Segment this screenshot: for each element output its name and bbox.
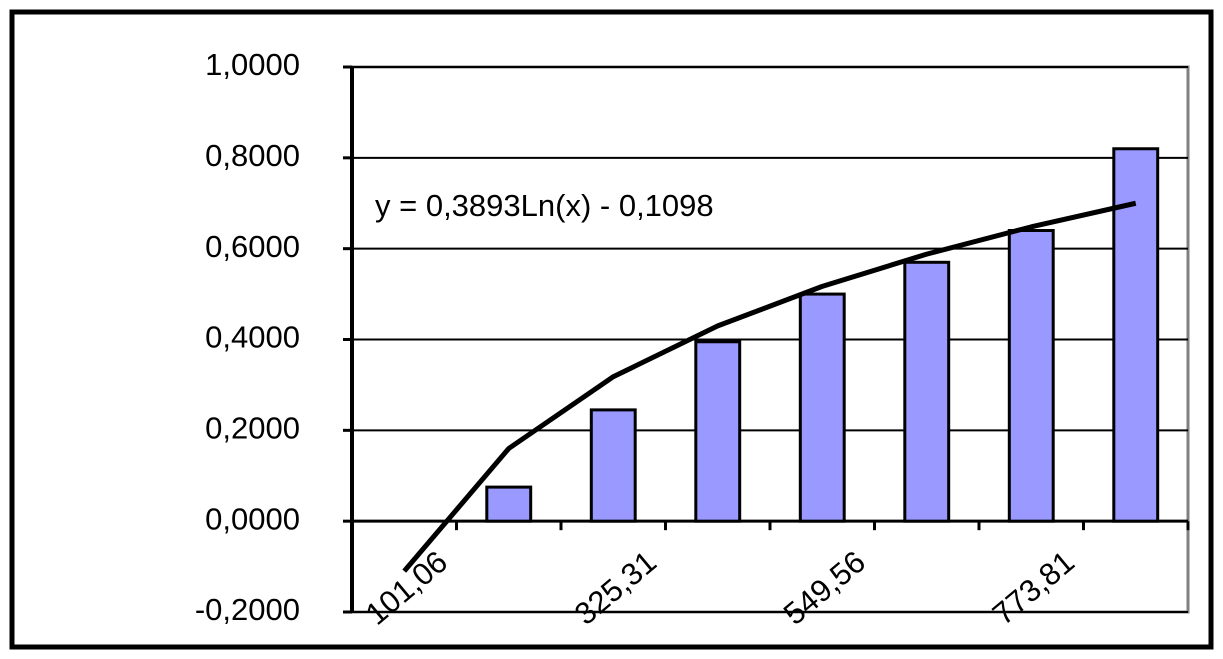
y-tick-label: 0,2000 [205,411,300,446]
y-tick-label: 1,0000 [205,47,300,82]
bar [903,260,951,523]
y-tick-label: 0,6000 [205,229,300,264]
bar [694,340,742,523]
bar [1112,147,1160,523]
y-tick-label: 0,8000 [205,138,300,173]
bar [485,485,533,523]
y-tick-label: 0,0000 [205,501,300,536]
bar [1007,229,1055,523]
bar [589,408,637,523]
bar [798,292,846,523]
trendline-equation: y = 0,3893Ln(x) - 0,1098 [375,188,714,223]
trendline [402,200,1137,573]
y-tick-label: -0,2000 [195,592,300,627]
y-tick-label: 0,4000 [205,320,300,355]
